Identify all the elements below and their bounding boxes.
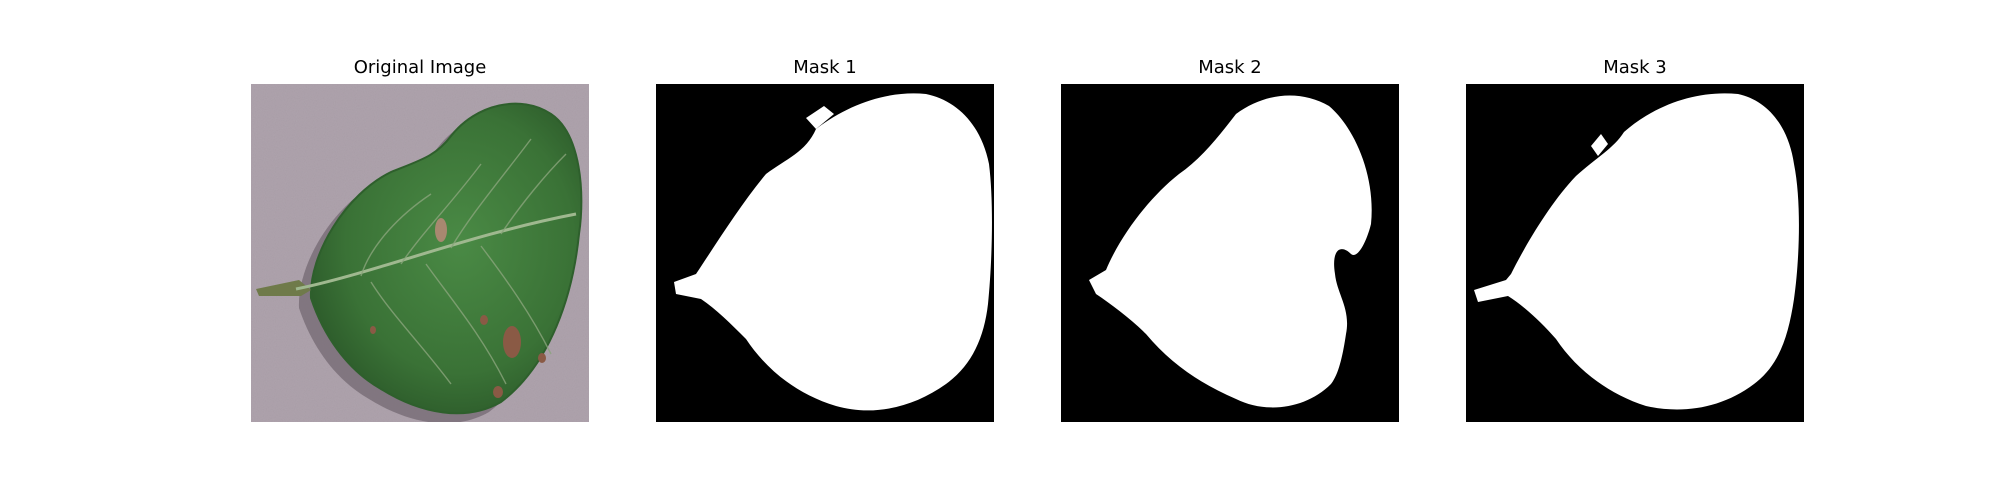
mask-1-shape bbox=[674, 93, 992, 411]
mask-3-shape bbox=[1474, 93, 1799, 410]
mask-3-image bbox=[1466, 84, 1804, 422]
mask-2-shape bbox=[1089, 95, 1372, 408]
panel-title-mask-2: Mask 2 bbox=[1198, 57, 1262, 78]
mask-1-panel bbox=[656, 84, 994, 422]
mask-1-image bbox=[656, 84, 994, 422]
leaf-petiole bbox=[256, 280, 311, 296]
mask-3-panel bbox=[1466, 84, 1804, 422]
mask-2-panel bbox=[1061, 84, 1399, 422]
mask-2-image bbox=[1061, 84, 1399, 422]
panel-title-original-image: Original Image bbox=[353, 57, 487, 78]
panel-title-mask-3: Mask 3 bbox=[1603, 57, 1667, 78]
leaf-lesions bbox=[370, 218, 546, 398]
leaf-midrib bbox=[295, 212, 577, 291]
leaf-veins bbox=[360, 138, 567, 385]
original-image-panel bbox=[251, 84, 589, 422]
original-leaf-image bbox=[251, 84, 589, 422]
panel-title-mask-1: Mask 1 bbox=[793, 57, 857, 78]
